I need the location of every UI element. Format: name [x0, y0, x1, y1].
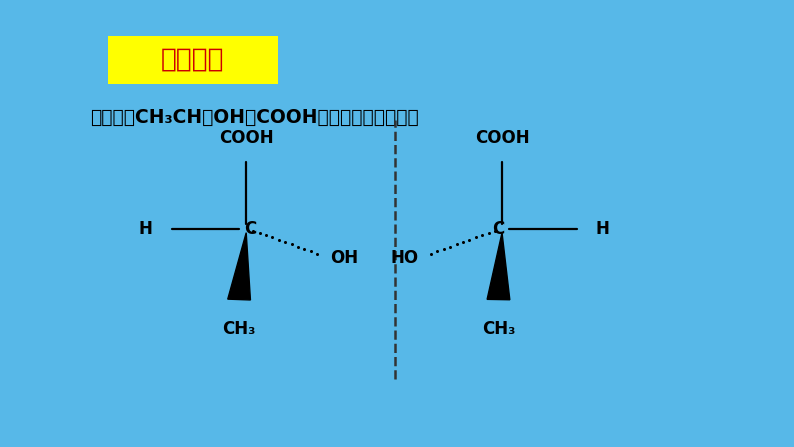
Text: 五、手性: 五、手性 — [161, 46, 225, 73]
Polygon shape — [44, 11, 101, 61]
Text: COOH: COOH — [475, 129, 530, 147]
Text: CH₃: CH₃ — [482, 320, 515, 338]
Text: H: H — [138, 219, 152, 237]
Text: C: C — [244, 219, 256, 237]
Text: 乳酸分子CH₃CH（OH）COOH有以下两种异构体：: 乳酸分子CH₃CH（OH）COOH有以下两种异构体： — [90, 108, 418, 127]
Text: CH₃: CH₃ — [222, 320, 256, 338]
Polygon shape — [228, 233, 250, 300]
Text: HO: HO — [390, 249, 418, 267]
Text: H: H — [596, 219, 610, 237]
Text: OH: OH — [330, 249, 358, 267]
Polygon shape — [487, 233, 510, 300]
FancyBboxPatch shape — [108, 36, 278, 84]
Text: COOH: COOH — [219, 129, 273, 147]
Text: C: C — [492, 219, 505, 237]
